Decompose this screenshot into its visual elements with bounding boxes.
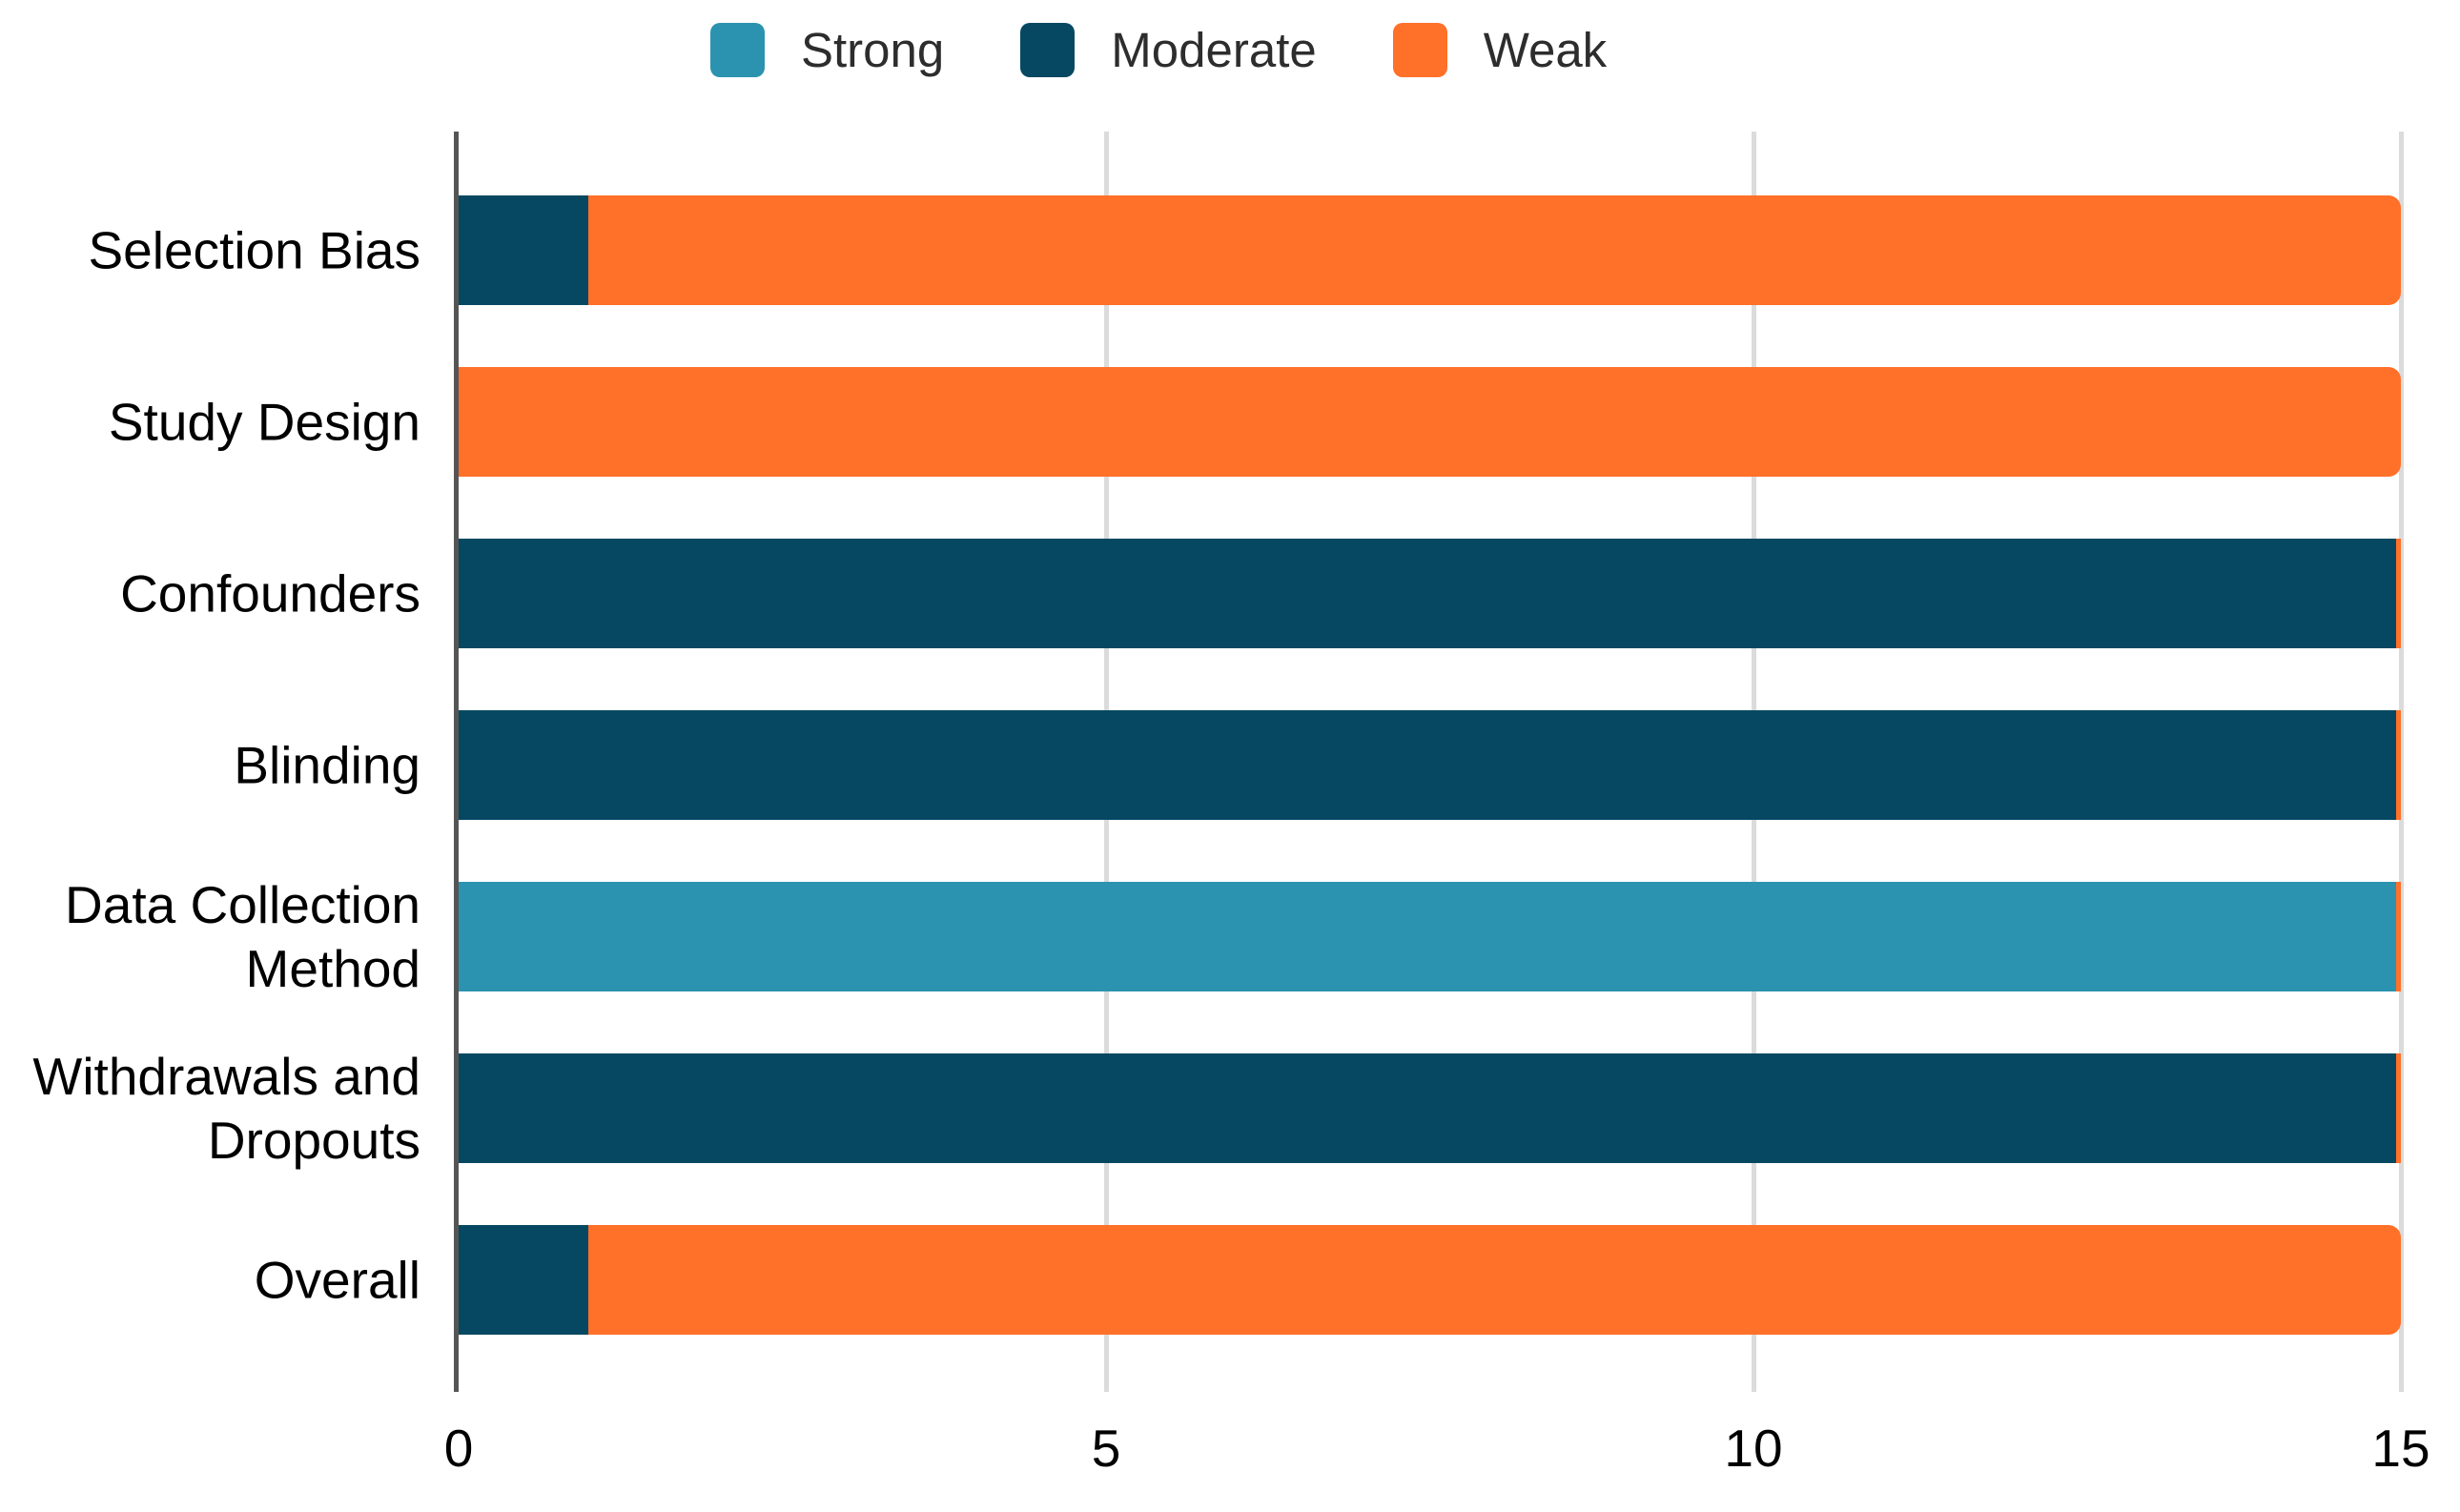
legend-item-strong: Strong <box>710 22 944 78</box>
legend: Strong Moderate Weak <box>710 22 1607 78</box>
bar-row <box>459 710 2401 820</box>
category-label: Selection Bias <box>88 220 420 279</box>
legend-item-weak: Weak <box>1392 22 1608 78</box>
x-tick-label-5: 5 <box>1091 1419 1121 1478</box>
category-label: Study Design <box>108 392 420 451</box>
bar-weak-end-cap <box>2396 1053 2401 1163</box>
bar-row <box>459 1225 2401 1335</box>
legend-item-moderate: Moderate <box>1020 22 1317 78</box>
category-label: Overall <box>254 1250 420 1309</box>
category-label: Blinding <box>234 735 420 794</box>
legend-swatch-weak <box>1392 23 1447 77</box>
bar-segment-moderate <box>459 1225 588 1335</box>
legend-label: Moderate <box>1111 23 1317 77</box>
x-tick-label-15: 15 <box>2371 1419 2430 1478</box>
bar-segment-moderate <box>459 710 2396 820</box>
category-label: Data Collection Method <box>65 874 420 998</box>
bar-row <box>459 367 2401 477</box>
x-tick-label-0: 0 <box>443 1419 474 1478</box>
bar-segment-weak <box>459 367 2401 477</box>
gridline-15 <box>2399 132 2404 1392</box>
y-axis-line <box>454 132 459 1392</box>
legend-swatch-moderate <box>1020 23 1076 77</box>
bar-row <box>459 195 2401 305</box>
bar-row <box>459 539 2401 648</box>
bar-segment-moderate <box>459 1053 2396 1163</box>
bar-row <box>459 1053 2401 1163</box>
bar-segment-strong <box>459 882 2396 991</box>
bar-row <box>459 882 2401 991</box>
bar-segment-weak <box>587 195 2401 305</box>
x-tick-label-10: 10 <box>1724 1419 1783 1478</box>
bar-segment-moderate <box>459 539 2396 648</box>
bar-weak-end-cap <box>2396 882 2401 991</box>
category-label: Confounders <box>120 563 420 623</box>
bar-segment-moderate <box>459 195 588 305</box>
legend-label: Weak <box>1483 23 1608 77</box>
bar-weak-end-cap <box>2396 710 2401 820</box>
bar-weak-end-cap <box>2396 539 2401 648</box>
category-label: Withdrawals and Dropouts <box>32 1046 420 1170</box>
bar-segment-weak <box>587 1225 2401 1335</box>
legend-swatch-strong <box>710 23 765 77</box>
legend-label: Strong <box>801 23 945 77</box>
